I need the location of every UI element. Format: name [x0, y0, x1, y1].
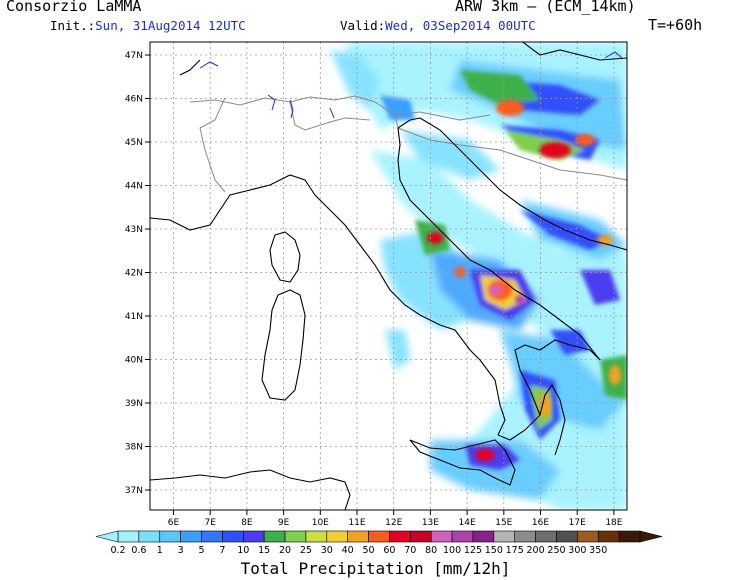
colorbar-box: [159, 530, 181, 543]
colorbar-label: 175: [506, 545, 524, 556]
lat-label: 46N: [125, 95, 143, 105]
lat-label: 45N: [125, 138, 143, 148]
colorbar-label: 10: [237, 545, 249, 556]
colorbar-box: [201, 530, 223, 543]
colorbar: [95, 530, 663, 543]
model-title: ARW 3km – (ECM_14km): [455, 0, 636, 15]
lead-time: T=+60h: [648, 16, 703, 34]
colorbar-label: 100: [443, 545, 461, 556]
colorbar-box: [138, 530, 161, 543]
colorbar-right-arrow: [639, 530, 663, 543]
colorbar-box: [326, 530, 348, 543]
lat-label: 42N: [125, 269, 143, 279]
colorbar-box: [472, 530, 495, 543]
colorbar-box: [180, 530, 202, 543]
latitude-labels: 47N 46N 45N 44N 43N 42N 41N 40N 39N 38N 37N: [125, 51, 150, 496]
colorbar-box: [577, 530, 599, 543]
lat-label: 47N: [125, 51, 143, 61]
graticule-lines: [150, 42, 627, 510]
colorbar-label: 200: [527, 545, 545, 556]
lat-label: 37N: [125, 486, 143, 496]
colorbar-box: [618, 530, 641, 543]
lat-label: 43N: [125, 225, 143, 235]
colorbar-label: 3: [178, 545, 184, 556]
lat-label: 39N: [125, 399, 143, 409]
colorbar-label: 5: [198, 545, 204, 556]
colorbar-label: 0.2: [110, 545, 125, 556]
lon-label: 9E: [278, 518, 290, 528]
lon-label: 13E: [422, 518, 439, 528]
org-title: Consorzio LaMMA: [6, 0, 142, 15]
colorbar-label: 250: [547, 545, 565, 556]
colorbar-label: 50: [363, 545, 375, 556]
coastlines: [150, 42, 627, 510]
colorbar-label: 300: [568, 545, 586, 556]
valid-label: Valid:: [340, 18, 386, 33]
lat-label: 38N: [125, 443, 143, 453]
colorbar-label: 150: [485, 545, 503, 556]
colorbar-box: [263, 530, 286, 543]
colorbar-label: 60: [383, 545, 395, 556]
colorbar-box: [556, 530, 578, 543]
lat-label: 41N: [125, 312, 143, 322]
colorbar-left-arrow: [95, 530, 119, 543]
longitude-labels: 6E 7E 8E 9E 10E 11E 12E 13E 14E 15E 16E 17E 18E: [168, 510, 623, 528]
colorbar-box: [284, 530, 307, 543]
national-borders: [189, 95, 627, 193]
colorbar-label: 15: [258, 545, 270, 556]
colorbar-label: 1: [157, 545, 163, 556]
colorbar-label: 7: [219, 545, 225, 556]
lon-label: 10E: [312, 518, 329, 528]
lakes: [199, 51, 623, 119]
lon-label: 17E: [569, 518, 586, 528]
map-frame: [149, 41, 628, 511]
colorbar-box: [535, 530, 557, 543]
colorbar-box: [305, 530, 328, 543]
colorbar-labels: 0.2 0.6 1 3 5 7 10 15 20 25 30 40 50 60 70 80 100 125 150 1…: [110, 545, 607, 556]
colorbar-box: [389, 530, 411, 543]
colorbar-label: 30: [321, 545, 333, 556]
colorbar-box: [451, 530, 474, 543]
colorbar-box: [117, 530, 140, 543]
lon-label: 8E: [241, 518, 253, 528]
colorbar-box: [514, 530, 536, 543]
colorbar-box: [493, 530, 516, 543]
lon-label: 16E: [532, 518, 549, 528]
lon-label: 15E: [495, 518, 512, 528]
map-area: [150, 42, 627, 510]
colorbar-box: [597, 530, 620, 543]
colorbar-label: 80: [425, 545, 437, 556]
lon-label: 11E: [348, 518, 365, 528]
lat-label: 44N: [125, 182, 143, 192]
colorbar-box: [222, 530, 244, 543]
colorbar-box: [368, 530, 390, 543]
init-value: Sun, 31Aug2014 12UTC: [95, 18, 246, 33]
colorbar-title: Total Precipitation [mm/12h]: [240, 559, 511, 578]
lon-label: 12E: [385, 518, 402, 528]
colorbar-box: [410, 530, 432, 543]
colorbar-box: [242, 530, 265, 543]
lon-label: 6E: [168, 518, 180, 528]
colorbar-label: 70: [404, 545, 416, 556]
lat-label: 40N: [125, 356, 143, 366]
init-time: Init.:Sun, 31Aug2014 12UTC: [50, 18, 246, 33]
colorbar-label: 0.6: [131, 545, 146, 556]
colorbar-label: 40: [342, 545, 354, 556]
lon-label: 7E: [204, 518, 216, 528]
colorbar-box: [347, 530, 369, 543]
init-label: Init.:: [50, 18, 96, 33]
lon-label: 18E: [605, 518, 622, 528]
colorbar-label: 20: [279, 545, 291, 556]
lon-label: 14E: [459, 518, 476, 528]
valid-time: Valid:Wed, 03Sep2014 00UTC: [340, 18, 536, 33]
colorbar-label: 350: [589, 545, 607, 556]
valid-value: Wed, 03Sep2014 00UTC: [385, 18, 536, 33]
colorbar-label: 25: [300, 545, 312, 556]
precipitation-field: [330, 42, 627, 510]
colorbar-box: [430, 530, 453, 543]
colorbar-label: 125: [464, 545, 482, 556]
